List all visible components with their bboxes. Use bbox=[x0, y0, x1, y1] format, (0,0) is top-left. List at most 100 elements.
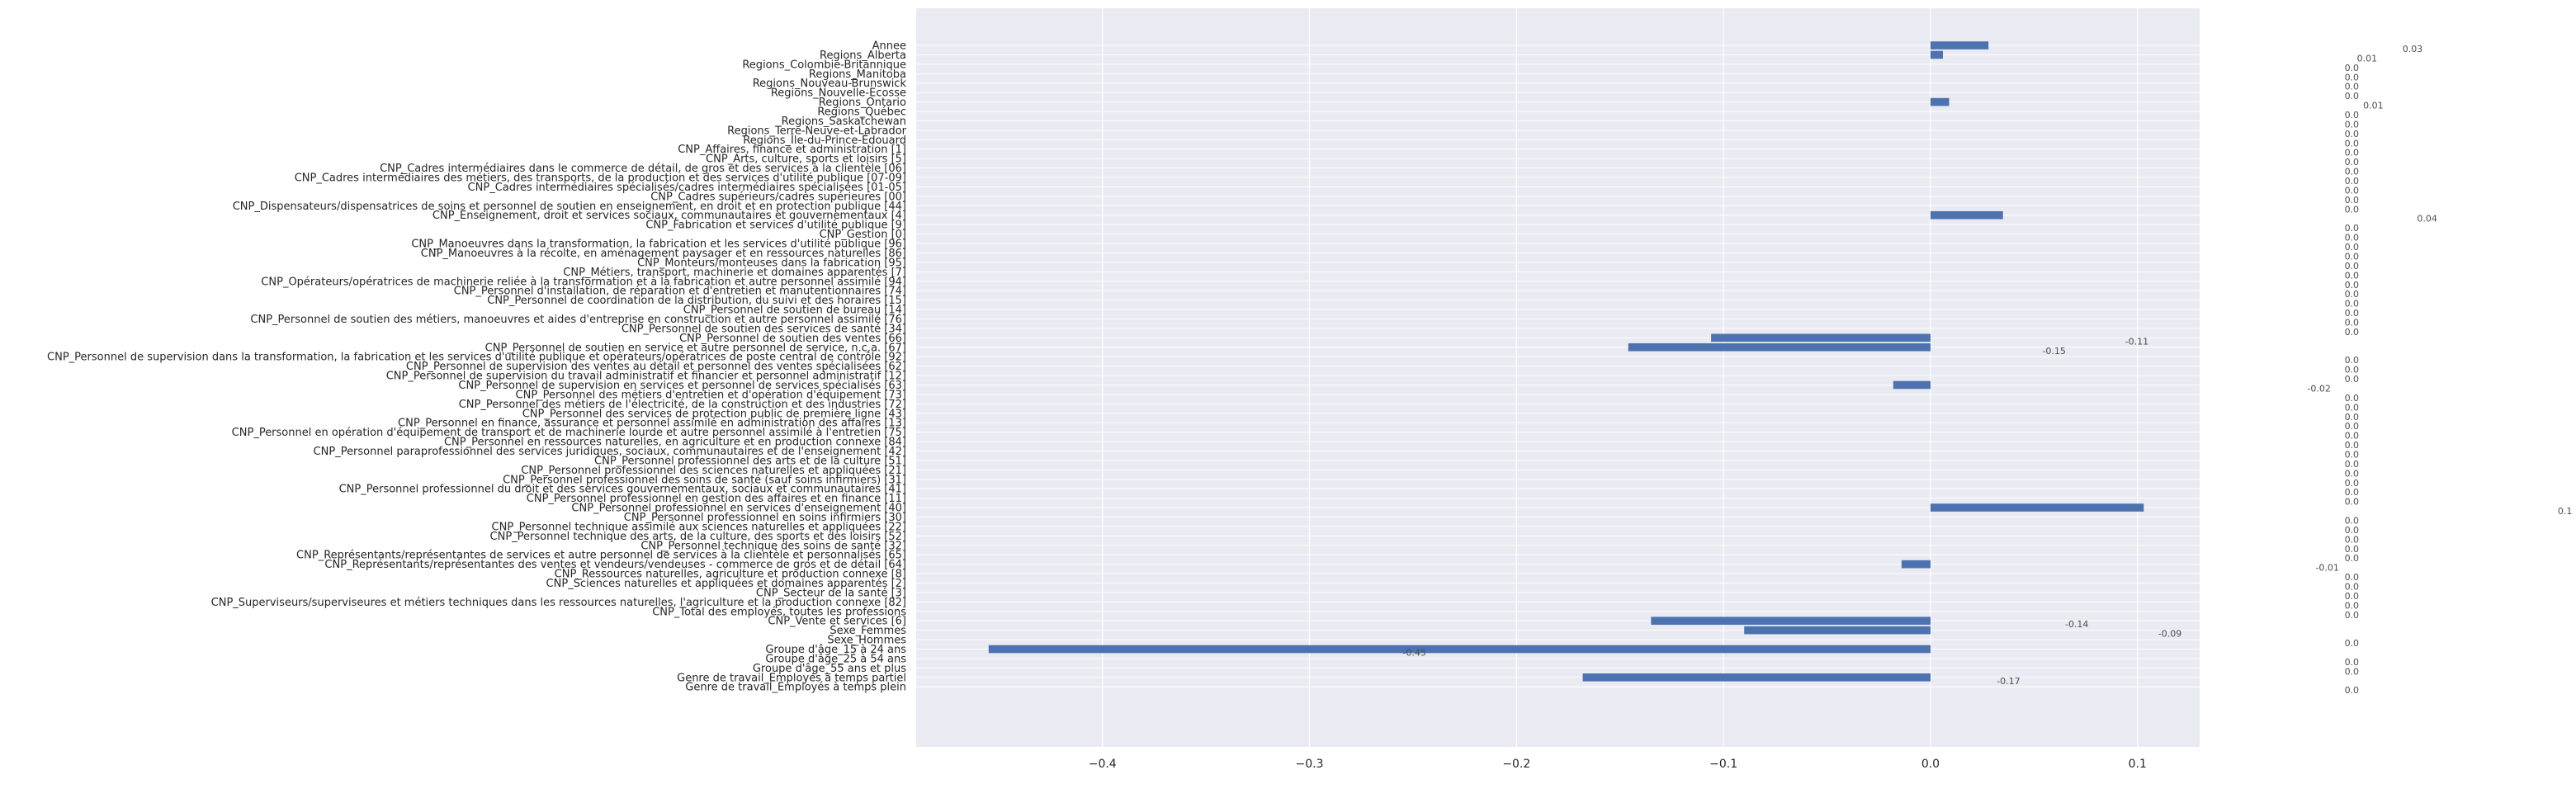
bar bbox=[1893, 380, 1931, 390]
bar-value-label: 0.0 bbox=[2345, 355, 2360, 366]
bar-value-label: 0.0 bbox=[2345, 525, 2360, 536]
y-tick-label: CNP_Affaires, finance et administration … bbox=[678, 144, 906, 156]
bar-value-label: 0.0 bbox=[2345, 261, 2360, 272]
bar-value-label: 0.0 bbox=[2345, 63, 2360, 73]
bar bbox=[1744, 626, 1931, 635]
y-tick-label: CNP_Manoeuvres dans la transformation, l… bbox=[411, 239, 906, 251]
bar-value-label: -0.02 bbox=[2307, 383, 2330, 394]
bar-value-label: 0.0 bbox=[2345, 468, 2360, 479]
y-tick-label: Genre de travail_Employés à temps plein bbox=[685, 682, 906, 694]
bar-value-label: 0.0 bbox=[2345, 138, 2360, 149]
y-tick-label: Regions_Ontario bbox=[819, 97, 906, 109]
bar-value-label: 0.0 bbox=[2345, 110, 2360, 120]
y-tick-label: CNP_Personnel professionnel du droit et … bbox=[339, 484, 906, 496]
y-tick-label: Regions_Colombie-Britannique bbox=[742, 59, 906, 71]
bar-value-label: 0.04 bbox=[2417, 214, 2437, 224]
bar-value-label: 0.0 bbox=[2345, 600, 2360, 611]
y-tick-label: CNP_Personnel de soutien en service et a… bbox=[485, 342, 906, 354]
bar-value-label: 0.0 bbox=[2345, 440, 2360, 451]
bar-value-label: 0.0 bbox=[2345, 270, 2360, 281]
x-tick-label: −0.4 bbox=[1089, 758, 1117, 771]
y-tick-label: CNP_Vente et services [6] bbox=[768, 616, 906, 628]
y-tick-label: Groupe d'âge_25 à 54 ans bbox=[765, 653, 906, 665]
y-tick-label: CNP_Personnel professionnel des sciences… bbox=[521, 465, 906, 477]
bar-value-label: 0.0 bbox=[2345, 591, 2360, 602]
bar-value-label: 0.0 bbox=[2345, 544, 2360, 555]
y-tick-label: Regions_Saskatchewan bbox=[782, 116, 906, 128]
bar-value-label: -0.11 bbox=[2125, 336, 2148, 347]
y-tick-label: CNP_Métiers, transport, machinerie et do… bbox=[563, 267, 906, 279]
bar-value-label: 0.0 bbox=[2345, 167, 2360, 177]
bar bbox=[1930, 50, 1943, 59]
y-tick-label: CNP_Secteur de la santé [3] bbox=[756, 587, 906, 599]
y-tick-label: CNP_Monteurs/monteuses dans la fabricati… bbox=[637, 257, 906, 269]
y-tick-label: CNP_Personnel de soutien des services de… bbox=[622, 323, 906, 335]
bar-value-label: 0.01 bbox=[2357, 53, 2378, 64]
bar-value-label: 0.0 bbox=[2345, 365, 2360, 376]
y-tick-label: CNP_Personnel d'installation, de réparat… bbox=[454, 286, 906, 298]
bar-value-label: 0.0 bbox=[2345, 317, 2360, 328]
bar-value-label: 0.0 bbox=[2345, 195, 2360, 205]
x-tick-label: 0.1 bbox=[2129, 758, 2147, 771]
y-tick-label: CNP_Personnel paraprofessionnel des serv… bbox=[314, 446, 906, 458]
x-tick-label: −0.1 bbox=[1709, 758, 1737, 771]
y-tick-label: CNP_Manoeuvres à la récolte, en aménagem… bbox=[421, 248, 906, 260]
bar-value-label: 0.01 bbox=[2363, 101, 2384, 111]
bar bbox=[1711, 333, 1931, 342]
bar-value-label: -0.14 bbox=[2065, 619, 2088, 630]
bar-value-label: 0.0 bbox=[2345, 610, 2360, 621]
bar-value-label: 0.0 bbox=[2345, 289, 2360, 300]
bar bbox=[1628, 342, 1931, 352]
bar-value-label: 0.0 bbox=[2345, 308, 2360, 319]
y-tick-label: CNP_Personnel de supervision du travail … bbox=[386, 371, 906, 383]
bar bbox=[1930, 97, 1950, 106]
y-tick-label: CNP_Personnel technique des soins de san… bbox=[640, 540, 906, 552]
y-tick-label: CNP_Sciences naturelles et appliquées et… bbox=[546, 578, 906, 590]
bar-value-label: 0.0 bbox=[2345, 402, 2360, 413]
bar-value-label: 0.1 bbox=[2558, 506, 2573, 517]
bar-value-label: 0.0 bbox=[2345, 412, 2360, 423]
y-tick-label: CNP_Personnel technique des arts, de la … bbox=[490, 531, 906, 543]
y-tick-label: Regions_Québec bbox=[817, 106, 906, 119]
y-tick-label: CNP_Personnel des services de protection… bbox=[522, 408, 906, 420]
y-tick-label: Genre de travail_Employés à temps partie… bbox=[677, 672, 906, 684]
bar-value-label: 0.0 bbox=[2345, 459, 2360, 470]
y-tick-label: Groupe d'âge_15 à 24 ans bbox=[765, 644, 906, 656]
y-tick-labels: AnneeRegions_AlbertaRegions_Colombie-Bri… bbox=[47, 40, 907, 694]
bar-value-label: 0.0 bbox=[2345, 327, 2360, 338]
y-tick-label: Annee bbox=[872, 40, 906, 53]
bar-value-label: -0.15 bbox=[2042, 346, 2065, 357]
bar-value-label: -0.17 bbox=[1997, 676, 2020, 687]
plot-background bbox=[916, 8, 2200, 747]
y-tick-label: CNP_Personnel de soutien des métiers, ma… bbox=[250, 314, 906, 326]
bar-value-label: 0.0 bbox=[2345, 148, 2360, 158]
y-tick-label: CNP_Personnel de soutien des ventes [66] bbox=[679, 333, 906, 345]
bar-value-label: 0.0 bbox=[2345, 582, 2360, 593]
bar-value-label: 0.0 bbox=[2345, 204, 2360, 215]
y-tick-label: Sexe_Hommes bbox=[827, 635, 906, 647]
y-tick-label: CNP_Cadres intermédiaires des métiers, d… bbox=[295, 172, 906, 185]
bar-value-label: 0.0 bbox=[2345, 421, 2360, 432]
bar-value-label: -0.09 bbox=[2158, 629, 2181, 640]
bar-value-label: 0.0 bbox=[2345, 638, 2360, 649]
y-tick-label: CNP_Cadres intermédiaires dans le commer… bbox=[380, 163, 906, 175]
y-tick-label: CNP_Total des employés, toutes les profe… bbox=[652, 606, 906, 618]
bar-value-label: 0.0 bbox=[2345, 553, 2360, 564]
bar-value-label: 0.0 bbox=[2345, 242, 2360, 253]
y-tick-label: CNP_Personnel de supervision en services… bbox=[458, 380, 906, 392]
x-tick-label: −0.3 bbox=[1296, 758, 1324, 771]
bar-value-label: -0.01 bbox=[2315, 563, 2338, 574]
y-tick-label: CNP_Personnel des métiers de l'électrici… bbox=[459, 399, 906, 411]
bar bbox=[1651, 616, 1931, 626]
y-tick-label: CNP_Personnel en ressources naturelles, … bbox=[444, 437, 906, 449]
y-tick-label: CNP_Personnel de supervision des ventes … bbox=[406, 361, 906, 373]
bar-value-label: 0.0 bbox=[2345, 516, 2360, 527]
y-tick-label: CNP_Personnel de soutien de bureau [14] bbox=[683, 305, 906, 317]
y-tick-label: CNP_Représentants/représentantes des ven… bbox=[324, 559, 906, 571]
bar-value-label: 0.0 bbox=[2345, 176, 2360, 187]
y-tick-label: CNP_Personnel en finance, assurance et p… bbox=[398, 418, 906, 430]
y-tick-label: CNP_Personnel en opération d'équipement … bbox=[232, 427, 906, 439]
y-tick-label: CNP_Personnel professionnel des arts et … bbox=[594, 455, 906, 467]
bar-value-label: -0.45 bbox=[1402, 648, 1425, 659]
